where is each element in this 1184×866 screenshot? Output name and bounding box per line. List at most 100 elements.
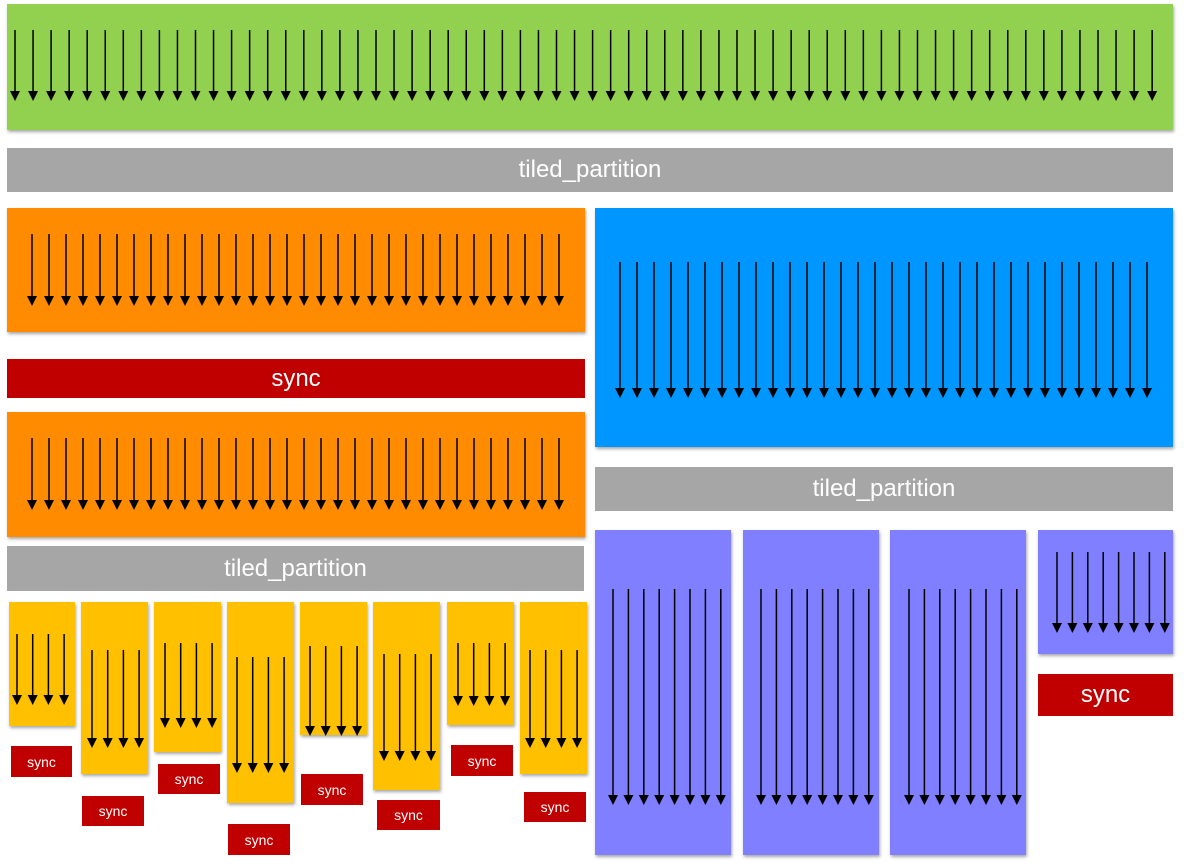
thread-arrow — [394, 654, 405, 761]
thread-arrow — [1067, 552, 1078, 633]
thread-arrow — [197, 234, 207, 306]
thread-arrow — [669, 589, 680, 805]
thread-arrow — [1129, 552, 1139, 633]
thread-arrow — [350, 438, 360, 510]
thread-arrow — [537, 438, 547, 510]
thread-arrow — [1091, 262, 1101, 398]
thread-arrow — [95, 438, 105, 510]
thread-arrow — [486, 438, 496, 510]
thread-arrow — [129, 438, 139, 510]
thread-arrow — [299, 438, 309, 510]
thread-arrow — [10, 30, 20, 101]
sync-box-small: sync — [158, 764, 220, 794]
thread-arrow — [833, 589, 843, 805]
thread-arrow — [265, 234, 275, 306]
thread-arrow — [965, 589, 976, 805]
thread-arrow — [921, 262, 931, 398]
thread-arrow — [1113, 552, 1124, 633]
thread-arrow — [180, 438, 190, 510]
thread-arrow — [27, 438, 37, 510]
thread-arrow — [1006, 262, 1016, 398]
sync-label: sync — [1080, 681, 1131, 708]
tile-32-right — [595, 208, 1173, 447]
thread-arrow — [934, 589, 945, 805]
thread-arrow — [717, 262, 727, 398]
thread-arrow — [1040, 262, 1050, 398]
thread-arrow — [556, 650, 567, 748]
thread-arrow — [305, 646, 315, 736]
thread-arrow — [853, 262, 863, 398]
thread-arrow — [486, 234, 496, 306]
thread-arrow — [320, 646, 331, 736]
thread-arrow — [554, 234, 564, 306]
thread-arrow — [379, 654, 389, 761]
thread-arrow — [638, 589, 649, 805]
thread-arrow — [371, 30, 381, 101]
thread-arrow — [435, 234, 445, 306]
thread-arrow — [950, 589, 961, 805]
thread-arrow — [172, 30, 183, 101]
thread-arrow — [43, 634, 54, 705]
thread-arrow — [247, 657, 258, 773]
thread-arrow — [469, 438, 479, 510]
thread-arrow — [61, 438, 71, 510]
thread-arrow — [298, 30, 309, 101]
thread-arrow — [677, 30, 688, 101]
thread-arrow — [28, 30, 39, 101]
thread-arrow — [623, 589, 634, 805]
thread-arrow — [685, 589, 695, 805]
thread-arrow — [180, 234, 190, 306]
sync-box-small: sync — [524, 792, 586, 822]
thread-arrow — [214, 234, 224, 306]
thread-arrow — [734, 262, 744, 398]
thread-arrow — [389, 30, 400, 101]
thread-arrow — [659, 30, 670, 101]
thread-arrow — [1011, 589, 1022, 805]
thread-arrow — [82, 30, 93, 101]
thread-arrow — [27, 634, 38, 705]
thread-arrow — [44, 234, 54, 306]
sync-label: sync — [394, 807, 423, 823]
thread-arrow — [1098, 552, 1109, 633]
thread-arrow — [352, 646, 363, 736]
thread-arrow — [1038, 30, 1049, 101]
thread-arrow — [112, 438, 122, 510]
thread-arrow — [129, 234, 139, 306]
thread-arrow — [154, 30, 165, 101]
thread-arrow — [615, 262, 625, 398]
thread-arrow — [134, 650, 145, 748]
sync-box-small: sync — [301, 774, 363, 805]
thread-arrow — [282, 234, 292, 306]
thread-arrow — [95, 234, 105, 306]
thread-arrow — [938, 262, 948, 398]
thread-arrow — [316, 234, 326, 306]
thread-arrow — [425, 30, 436, 101]
thread-arrow — [265, 438, 275, 510]
thread-arrow — [100, 30, 111, 101]
tile-32-bottom — [7, 412, 585, 537]
thread-arrow — [333, 234, 343, 306]
thread-arrow — [367, 234, 377, 306]
tiled-partition-bar-right: tiled_partition — [595, 467, 1173, 511]
thread-arrow — [452, 438, 462, 510]
thread-arrow — [175, 643, 186, 728]
thread-arrow — [1023, 262, 1033, 398]
thread-arrow — [972, 262, 982, 398]
thread-arrow — [453, 643, 463, 706]
thread-arrow — [683, 262, 693, 398]
thread-arrow — [146, 438, 156, 510]
sync-box-small: sync — [82, 796, 144, 826]
thread-arrow — [802, 589, 813, 805]
thread-arrow — [981, 589, 991, 805]
thread-arrow — [587, 30, 598, 101]
thread-arrow — [520, 234, 530, 306]
thread-block — [7, 4, 1173, 130]
tile-8 — [1038, 530, 1173, 654]
thread-arrow — [1125, 262, 1135, 398]
thread-arrow — [136, 30, 147, 101]
thread-arrow — [768, 262, 778, 398]
thread-arrow — [46, 30, 57, 101]
thread-arrow — [1057, 262, 1067, 398]
sync-label: sync — [27, 753, 56, 770]
